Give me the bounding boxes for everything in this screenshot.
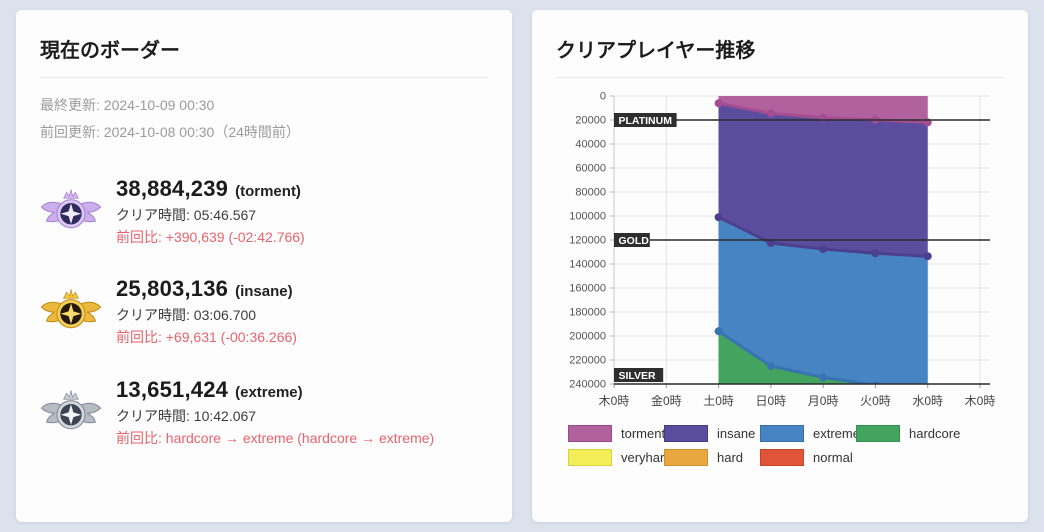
- svg-text:水0時: 水0時: [912, 394, 943, 408]
- legend-item-extreme[interactable]: extreme: [760, 425, 860, 442]
- border-entry-extreme: 13,651,424 (extreme) クリア時間: 10:42.067 前回…: [40, 377, 488, 449]
- border-entry-insane: 25,803,136 (insane) クリア時間: 03:06.700 前回比…: [40, 276, 488, 348]
- chart-area: PLATINUM GOLD SILVER 0 20000 40000 60000 80000 1…: [556, 86, 1004, 473]
- legend-swatch-hardcore: [856, 425, 900, 442]
- svg-text:140000: 140000: [569, 259, 606, 271]
- svg-text:180000: 180000: [569, 307, 606, 319]
- legend-swatch-hard: [664, 449, 708, 466]
- extreme-score: 13,651,424: [116, 376, 229, 402]
- legend-label: extreme: [813, 426, 860, 441]
- legend-swatch-torment: [568, 425, 612, 442]
- svg-text:0: 0: [600, 91, 606, 103]
- legend-label: hardcore: [909, 426, 961, 441]
- torment-medal-icon: [40, 183, 102, 239]
- extreme-medal-icon: [40, 385, 102, 441]
- prev-update-text: 前回更新: 2024-10-08 00:30（24時間前）: [40, 124, 300, 141]
- legend-item-hard[interactable]: hard: [664, 449, 760, 466]
- svg-text:100000: 100000: [569, 211, 606, 223]
- update-info: 最終更新: 2024-10-09 00:30 前回更新: 2024-10-08 …: [40, 92, 488, 147]
- extreme-difficulty-label: (extreme): [235, 383, 303, 401]
- svg-text:80000: 80000: [575, 187, 606, 199]
- legend-swatch-normal: [760, 449, 804, 466]
- svg-text:220000: 220000: [569, 355, 606, 367]
- legend-swatch-veryhard: [568, 449, 612, 466]
- svg-text:PLATINUM: PLATINUM: [619, 115, 673, 127]
- svg-text:20000: 20000: [575, 115, 606, 127]
- svg-text:木0時: 木0時: [599, 394, 630, 408]
- insane-difficulty-label: (insane): [235, 283, 293, 301]
- svg-text:240000: 240000: [569, 379, 606, 391]
- clear-players-chart[interactable]: PLATINUM GOLD SILVER 0 20000 40000 60000 80000 1…: [556, 86, 1004, 414]
- torment-vs-previous: 前回比: +390,639 (-02:42.766): [116, 228, 305, 245]
- legend-item-normal[interactable]: normal: [760, 449, 856, 466]
- extreme-clear-time: クリア時間: 10:42.067: [116, 407, 257, 424]
- legend-label: normal: [813, 450, 853, 465]
- legend-item-insane[interactable]: insane: [664, 425, 760, 442]
- legend-swatch-insane: [664, 425, 708, 442]
- svg-text:200000: 200000: [569, 331, 606, 343]
- svg-text:木0時: 木0時: [965, 394, 996, 408]
- torment-clear-time: クリア時間: 05:46.567: [116, 206, 257, 223]
- torment-difficulty-label: (torment): [235, 182, 301, 200]
- clear-players-card: クリアプレイヤー推移 PLATINUM GOLD SILVER 0 20000 40000…: [532, 10, 1028, 522]
- insane-score: 25,803,136: [116, 276, 229, 302]
- svg-text:金0時: 金0時: [651, 393, 682, 408]
- svg-text:GOLD: GOLD: [619, 235, 650, 247]
- svg-text:40000: 40000: [575, 139, 606, 151]
- insane-medal-icon: [40, 284, 102, 340]
- legend-item-torment[interactable]: torment: [568, 425, 666, 442]
- current-border-card: 現在のボーダー 最終更新: 2024-10-09 00:30 前回更新: 202…: [16, 10, 512, 522]
- last-update-text: 最終更新: 2024-10-09 00:30: [40, 97, 215, 113]
- border-entry-torment: 38,884,239 (torment) クリア時間: 05:46.567 前回…: [40, 176, 488, 248]
- legend-label: torment: [621, 426, 666, 441]
- legend-label: hard: [717, 450, 744, 465]
- svg-text:60000: 60000: [575, 163, 606, 175]
- legend-swatch-extreme: [760, 425, 804, 442]
- chart-legend: torment insane extreme hardcore veryhard hard…: [568, 425, 976, 473]
- legend-label: veryhard: [621, 450, 672, 465]
- extreme-vs-previous: 前回比: hardcore → extreme (hardcore → extr…: [116, 430, 435, 447]
- current-border-title: 現在のボーダー: [40, 34, 488, 78]
- svg-text:SILVER: SILVER: [619, 370, 657, 382]
- clear-players-title: クリアプレイヤー推移: [556, 34, 1004, 78]
- svg-text:日0時: 日0時: [756, 394, 787, 408]
- legend-label: insane: [717, 426, 756, 441]
- torment-score: 38,884,239: [116, 175, 229, 201]
- svg-text:120000: 120000: [569, 235, 606, 247]
- insane-clear-time: クリア時間: 03:06.700: [116, 307, 257, 324]
- legend-item-veryhard[interactable]: veryhard: [568, 449, 672, 466]
- insane-vs-previous: 前回比: +69,631 (-00:36.266): [116, 329, 297, 346]
- svg-text:160000: 160000: [569, 283, 606, 295]
- svg-text:火0時: 火0時: [860, 394, 891, 408]
- svg-text:月0時: 月0時: [808, 394, 839, 408]
- svg-text:土0時: 土0時: [703, 394, 734, 408]
- legend-item-hardcore[interactable]: hardcore: [856, 425, 960, 442]
